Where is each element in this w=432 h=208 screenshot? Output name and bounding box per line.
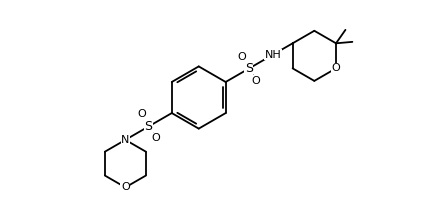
Text: O: O bbox=[238, 52, 246, 62]
Text: O: O bbox=[151, 134, 160, 144]
Text: O: O bbox=[251, 76, 260, 85]
Text: S: S bbox=[145, 120, 152, 133]
Text: N: N bbox=[121, 135, 130, 145]
Text: O: O bbox=[137, 109, 146, 119]
Text: N: N bbox=[121, 135, 130, 145]
Text: S: S bbox=[245, 62, 253, 75]
Text: O: O bbox=[332, 63, 340, 73]
Text: O: O bbox=[121, 182, 130, 192]
Text: NH: NH bbox=[265, 50, 282, 59]
